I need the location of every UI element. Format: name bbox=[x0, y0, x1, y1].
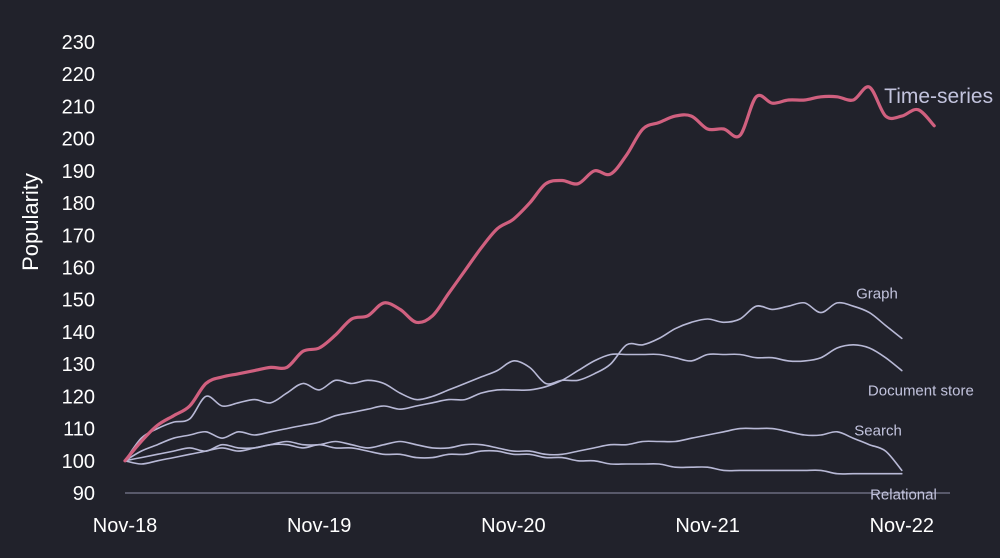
series-labels: Time-series Graph Document store Search Rela… bbox=[854, 85, 993, 504]
y-tick-label: 230 bbox=[62, 32, 95, 54]
y-tick-label: 170 bbox=[62, 225, 95, 247]
y-tick-label: 220 bbox=[62, 64, 95, 86]
series-line-search bbox=[124, 427, 903, 472]
x-tick-label: Nov-22 bbox=[870, 515, 934, 537]
x-tick-label: Nov-21 bbox=[675, 515, 739, 537]
x-tick-label: Nov-20 bbox=[481, 515, 545, 537]
y-tick-label: 90 bbox=[73, 483, 95, 505]
y-tick-label: 140 bbox=[62, 322, 95, 344]
series-lines bbox=[123, 85, 936, 475]
x-tick-label: Nov-19 bbox=[287, 515, 351, 537]
y-axis-label: Popularity bbox=[18, 173, 43, 271]
series-line-document-store bbox=[124, 344, 903, 462]
series-line-graph bbox=[124, 301, 903, 462]
y-tick-label: 150 bbox=[62, 290, 95, 312]
x-axis-ticks: Nov-18 Nov-19 Nov-20 Nov-21 Nov-22 bbox=[93, 515, 934, 537]
series-label-time-series: Time-series bbox=[884, 85, 993, 108]
series-label-graph: Graph bbox=[856, 285, 898, 302]
y-tick-label: 120 bbox=[62, 386, 95, 408]
y-tick-label: 190 bbox=[62, 161, 95, 183]
y-tick-label: 110 bbox=[63, 419, 95, 441]
x-tick-label: Nov-18 bbox=[93, 515, 157, 537]
y-tick-label: 130 bbox=[62, 354, 95, 376]
series-label-relational: Relational bbox=[870, 487, 937, 504]
y-tick-label: 200 bbox=[62, 129, 95, 151]
y-axis-ticks: 90 100 110 120 130 140 150 160 170 180 190 200 210 22… bbox=[62, 32, 95, 505]
series-line-time-series bbox=[123, 85, 936, 463]
y-tick-label: 180 bbox=[62, 193, 95, 215]
series-label-document-store: Document store bbox=[868, 383, 974, 400]
y-tick-label: 210 bbox=[62, 96, 95, 118]
series-label-search: Search bbox=[854, 422, 902, 439]
series-line-relational bbox=[124, 443, 903, 475]
y-tick-label: 100 bbox=[62, 451, 95, 473]
y-tick-label: 160 bbox=[62, 258, 95, 280]
